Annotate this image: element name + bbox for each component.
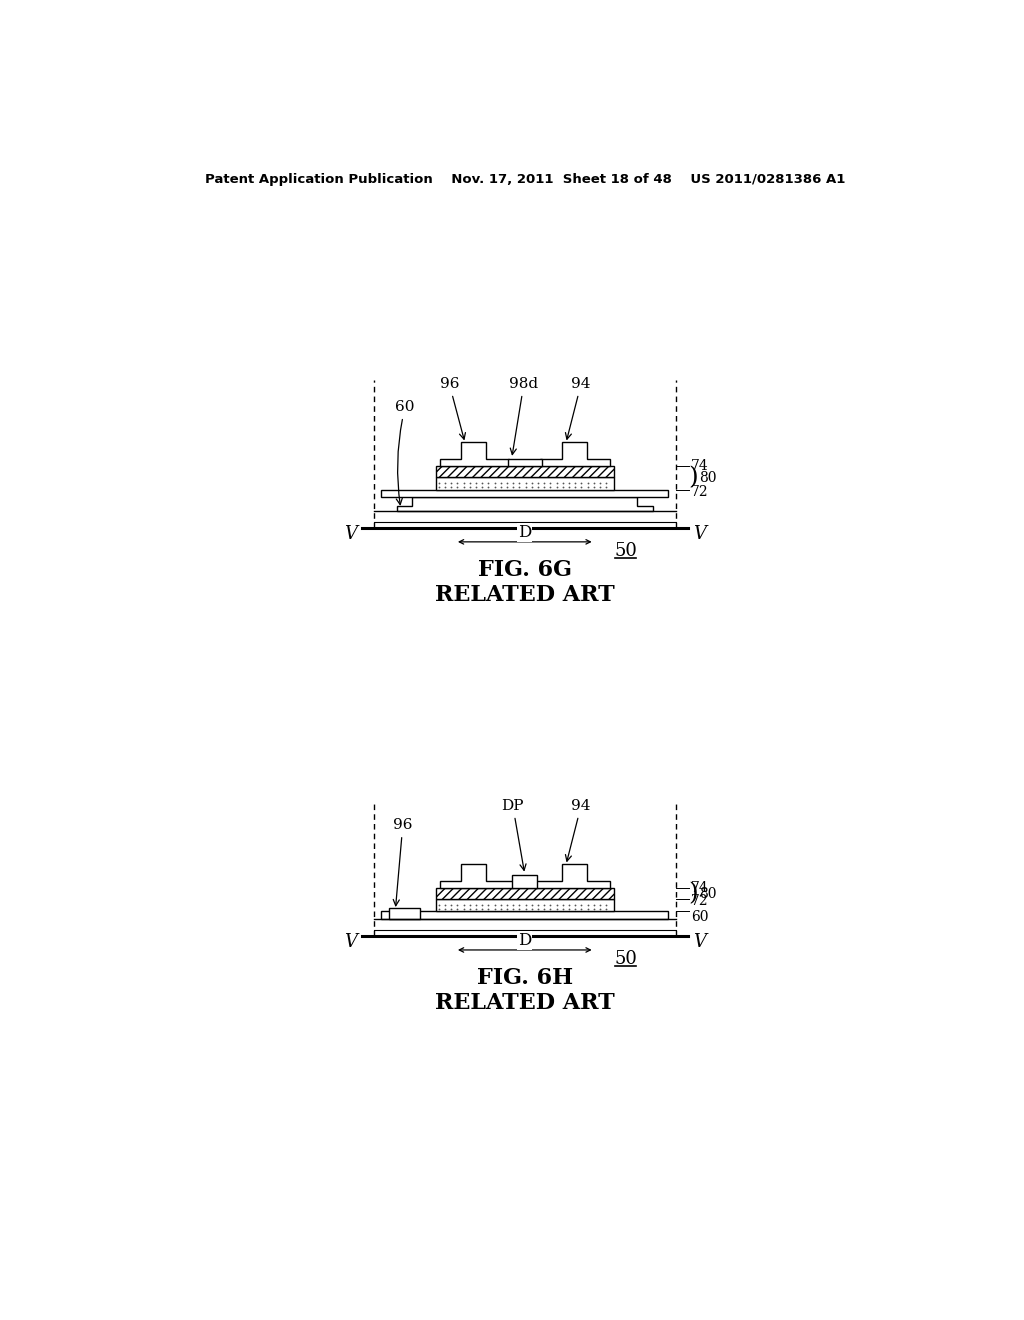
Polygon shape [435, 899, 614, 911]
Text: 94: 94 [565, 799, 591, 861]
Polygon shape [541, 442, 610, 466]
Polygon shape [435, 466, 614, 478]
Text: D: D [518, 932, 531, 949]
Text: 80: 80 [699, 887, 717, 900]
Polygon shape [381, 911, 669, 919]
Text: RELATED ART: RELATED ART [435, 993, 614, 1014]
Polygon shape [508, 459, 542, 466]
Polygon shape [389, 908, 420, 919]
Text: FIG. 6G: FIG. 6G [478, 560, 571, 581]
Text: FIG. 6H: FIG. 6H [477, 968, 572, 990]
Text: 50: 50 [614, 543, 637, 560]
Polygon shape [435, 478, 614, 490]
Text: V: V [692, 525, 706, 543]
Text: 98d: 98d [509, 378, 539, 454]
Text: 60: 60 [690, 909, 709, 924]
Text: ): ) [688, 466, 698, 490]
Text: V: V [692, 933, 706, 952]
Text: DP: DP [502, 799, 526, 870]
Text: Patent Application Publication    Nov. 17, 2011  Sheet 18 of 48    US 2011/02813: Patent Application Publication Nov. 17, … [205, 173, 845, 186]
Text: 72: 72 [690, 484, 709, 499]
Text: 96: 96 [393, 818, 413, 906]
Polygon shape [512, 875, 538, 888]
Text: 96: 96 [439, 378, 466, 440]
Text: RELATED ART: RELATED ART [435, 583, 614, 606]
Polygon shape [381, 490, 669, 498]
Text: ): ) [688, 882, 698, 906]
Text: 74: 74 [690, 880, 709, 895]
Polygon shape [439, 863, 513, 888]
Text: 72: 72 [690, 895, 709, 908]
Text: V: V [344, 933, 357, 952]
Polygon shape [435, 888, 614, 899]
Text: V: V [344, 525, 357, 543]
Text: 80: 80 [699, 471, 717, 484]
Text: 94: 94 [565, 378, 591, 440]
Text: 60: 60 [395, 400, 415, 504]
Text: 50: 50 [614, 950, 637, 968]
Polygon shape [537, 863, 610, 888]
Text: 74: 74 [690, 458, 709, 473]
Polygon shape [439, 442, 509, 466]
Text: D: D [518, 524, 531, 541]
